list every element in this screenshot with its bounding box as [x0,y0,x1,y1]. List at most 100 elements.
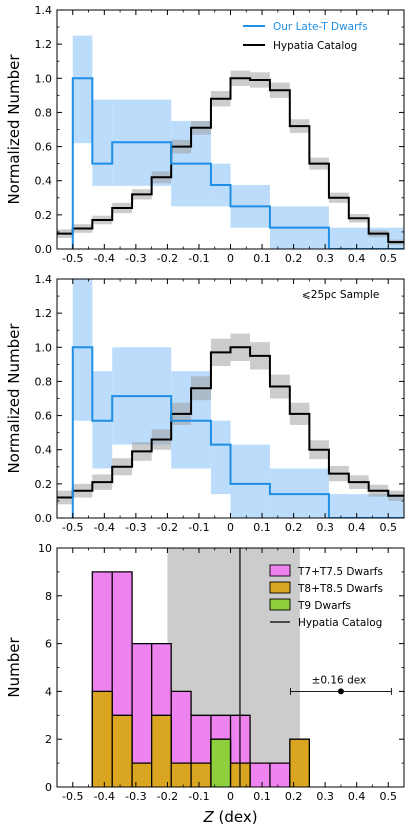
series-0-bar-fill-8 [250,763,270,787]
x-tick-label: 0.1 [253,790,271,803]
y-tick-label: 4 [45,685,52,698]
series-1-bar-fill-5 [191,763,211,787]
y-tick-label: 0.4 [35,444,53,457]
y-axis-title: Number [5,637,23,698]
series-1-bar-fill-0 [92,691,113,787]
plot-area [57,279,404,518]
legend-swatch-0 [269,564,291,577]
y-tick-label: 0.0 [35,243,53,256]
x-tick-label: -0.4 [94,521,115,534]
panel-top: -0.5 -0.4 -0.3 -0.2 -0.1 0 0.1 0.2 0.3 0.4 0.5 0.0 0… [5,4,405,265]
x-tick-label: -0.2 [157,790,178,803]
x-tick-label: 0.5 [379,790,397,803]
x-tick-label: -0.4 [94,252,115,265]
legend-label-1: Hypatia Catalog [273,40,357,52]
y-axis-title: Normalized Number [5,323,23,474]
x-tick-label: 0.5 [379,521,397,534]
x-tick-label: 0.2 [285,790,303,803]
y-tick-label: 10 [38,542,52,555]
y-tick-label: 1.4 [35,273,53,286]
x-tick-label: 0.4 [348,790,366,803]
late-t-step-line [71,346,404,518]
x-tick-label: -0.1 [188,521,209,534]
y-tick-label: 0.2 [35,478,53,491]
x-axis-title: Z (dex) [202,808,257,826]
x-tick-label: 0.3 [316,252,334,265]
series-2-bar-fill-0 [210,739,231,787]
error-bar-label: ±0.16 dex [312,674,367,686]
y-tick-label: 6 [45,638,52,651]
series-0-bar-fill-9 [269,763,290,787]
y-tick-label: 0.6 [35,410,53,423]
x-tick-label: -0.2 [157,521,178,534]
error-bar-point [337,688,344,695]
x-tick-label: 0.3 [316,521,334,534]
x-tick-label: 0.2 [285,252,303,265]
x-tick-label: 0.5 [379,252,397,265]
x-tick-label: 0 [227,521,234,534]
y-tick-label: 0.8 [35,375,53,388]
legend-label-0: T7+T7.5 Dwarfs [297,566,383,578]
x-tick-label: -0.4 [94,790,115,803]
series-0-bar-fill-2 [132,643,152,787]
series-1-bar-fill-3 [151,715,172,787]
x-tick-label: 0.1 [253,252,271,265]
late-t-band-bin-7 [328,494,404,518]
series-2-outline [210,738,232,787]
late-t-band-bin-5 [230,444,270,518]
x-tick-label: -0.3 [125,521,146,534]
late-t-band-bin-0 [72,279,93,421]
x-tick-label: -0.3 [125,252,146,265]
x-tick-label: -0.1 [188,790,209,803]
x-tick-label: 0.4 [348,521,366,534]
x-tick-label: 0.2 [285,521,303,534]
x-tick-label: 0 [227,790,234,803]
panel-middle: -0.5 -0.4 -0.3 -0.2 -0.1 0 0.1 0.2 0.3 0.4 0.5 0.0 0… [5,273,405,534]
legend-label-1: T8+T8.5 Dwarfs [297,583,383,595]
y-tick-label: 1.0 [35,341,53,354]
legend-label-0: Our Late-T Dwarfs [273,21,368,33]
y-tick-label: 1.4 [35,4,53,17]
x-tick-label: -0.5 [62,252,83,265]
x-axis-title-symbol: Z [202,808,214,826]
late-t-band-bin-4 [210,420,231,495]
y-tick-label: 0.6 [35,141,53,154]
y-tick-label: 1.2 [35,38,53,51]
legend-swatch-2 [269,598,291,611]
hypatia-step-line [57,77,404,244]
x-tick-label: -0.3 [125,790,146,803]
hypatia-step-line [57,346,404,499]
legend-label-2: T9 Dwarfs [297,600,351,612]
y-tick-label: 1.2 [35,307,53,320]
x-tick-label: 0 [227,252,234,265]
x-tick-label: -0.5 [62,521,83,534]
x-tick-label: 0.3 [316,790,334,803]
y-tick-label: 2 [45,733,52,746]
x-tick-label: -0.5 [62,790,83,803]
y-tick-label: 0.0 [35,512,53,525]
y-axis-title: Normalized Number [5,54,23,205]
y-tick-label: 0 [45,781,52,794]
legend-label-hypatia: Hypatia Catalog [298,617,382,629]
x-tick-label: -0.2 [157,252,178,265]
panel-bottom: ±0.16 dex -0.5 -0.4 -0.3 -0.2 -0.1 0 0.1 0.2 0.3 0… [5,542,405,826]
plot-area [57,35,404,249]
y-tick-label: 0.2 [35,209,53,222]
late-t-band-bin-7 [328,227,404,249]
late-t-band-bin-1 [92,99,113,186]
legend-swatch-1 [269,581,291,594]
x-tick-label: -0.1 [188,252,209,265]
series-1-bar-fill-2 [132,763,152,787]
x-axis-title-unit: (dex) [214,808,258,826]
y-tick-label: 8 [45,590,52,603]
x-tick-label: 0.1 [253,521,271,534]
series-1-bar-fill-1 [112,715,133,787]
x-tick-label: 0.4 [348,252,366,265]
late-t-step-line [71,77,404,249]
y-tick-label: 1.0 [35,72,53,85]
sample-annotation: ⩽25pc Sample [302,289,379,301]
y-tick-label: 0.8 [35,106,53,119]
late-t-band-bin-0 [72,35,93,144]
series-1-bar-fill-4 [171,763,192,787]
